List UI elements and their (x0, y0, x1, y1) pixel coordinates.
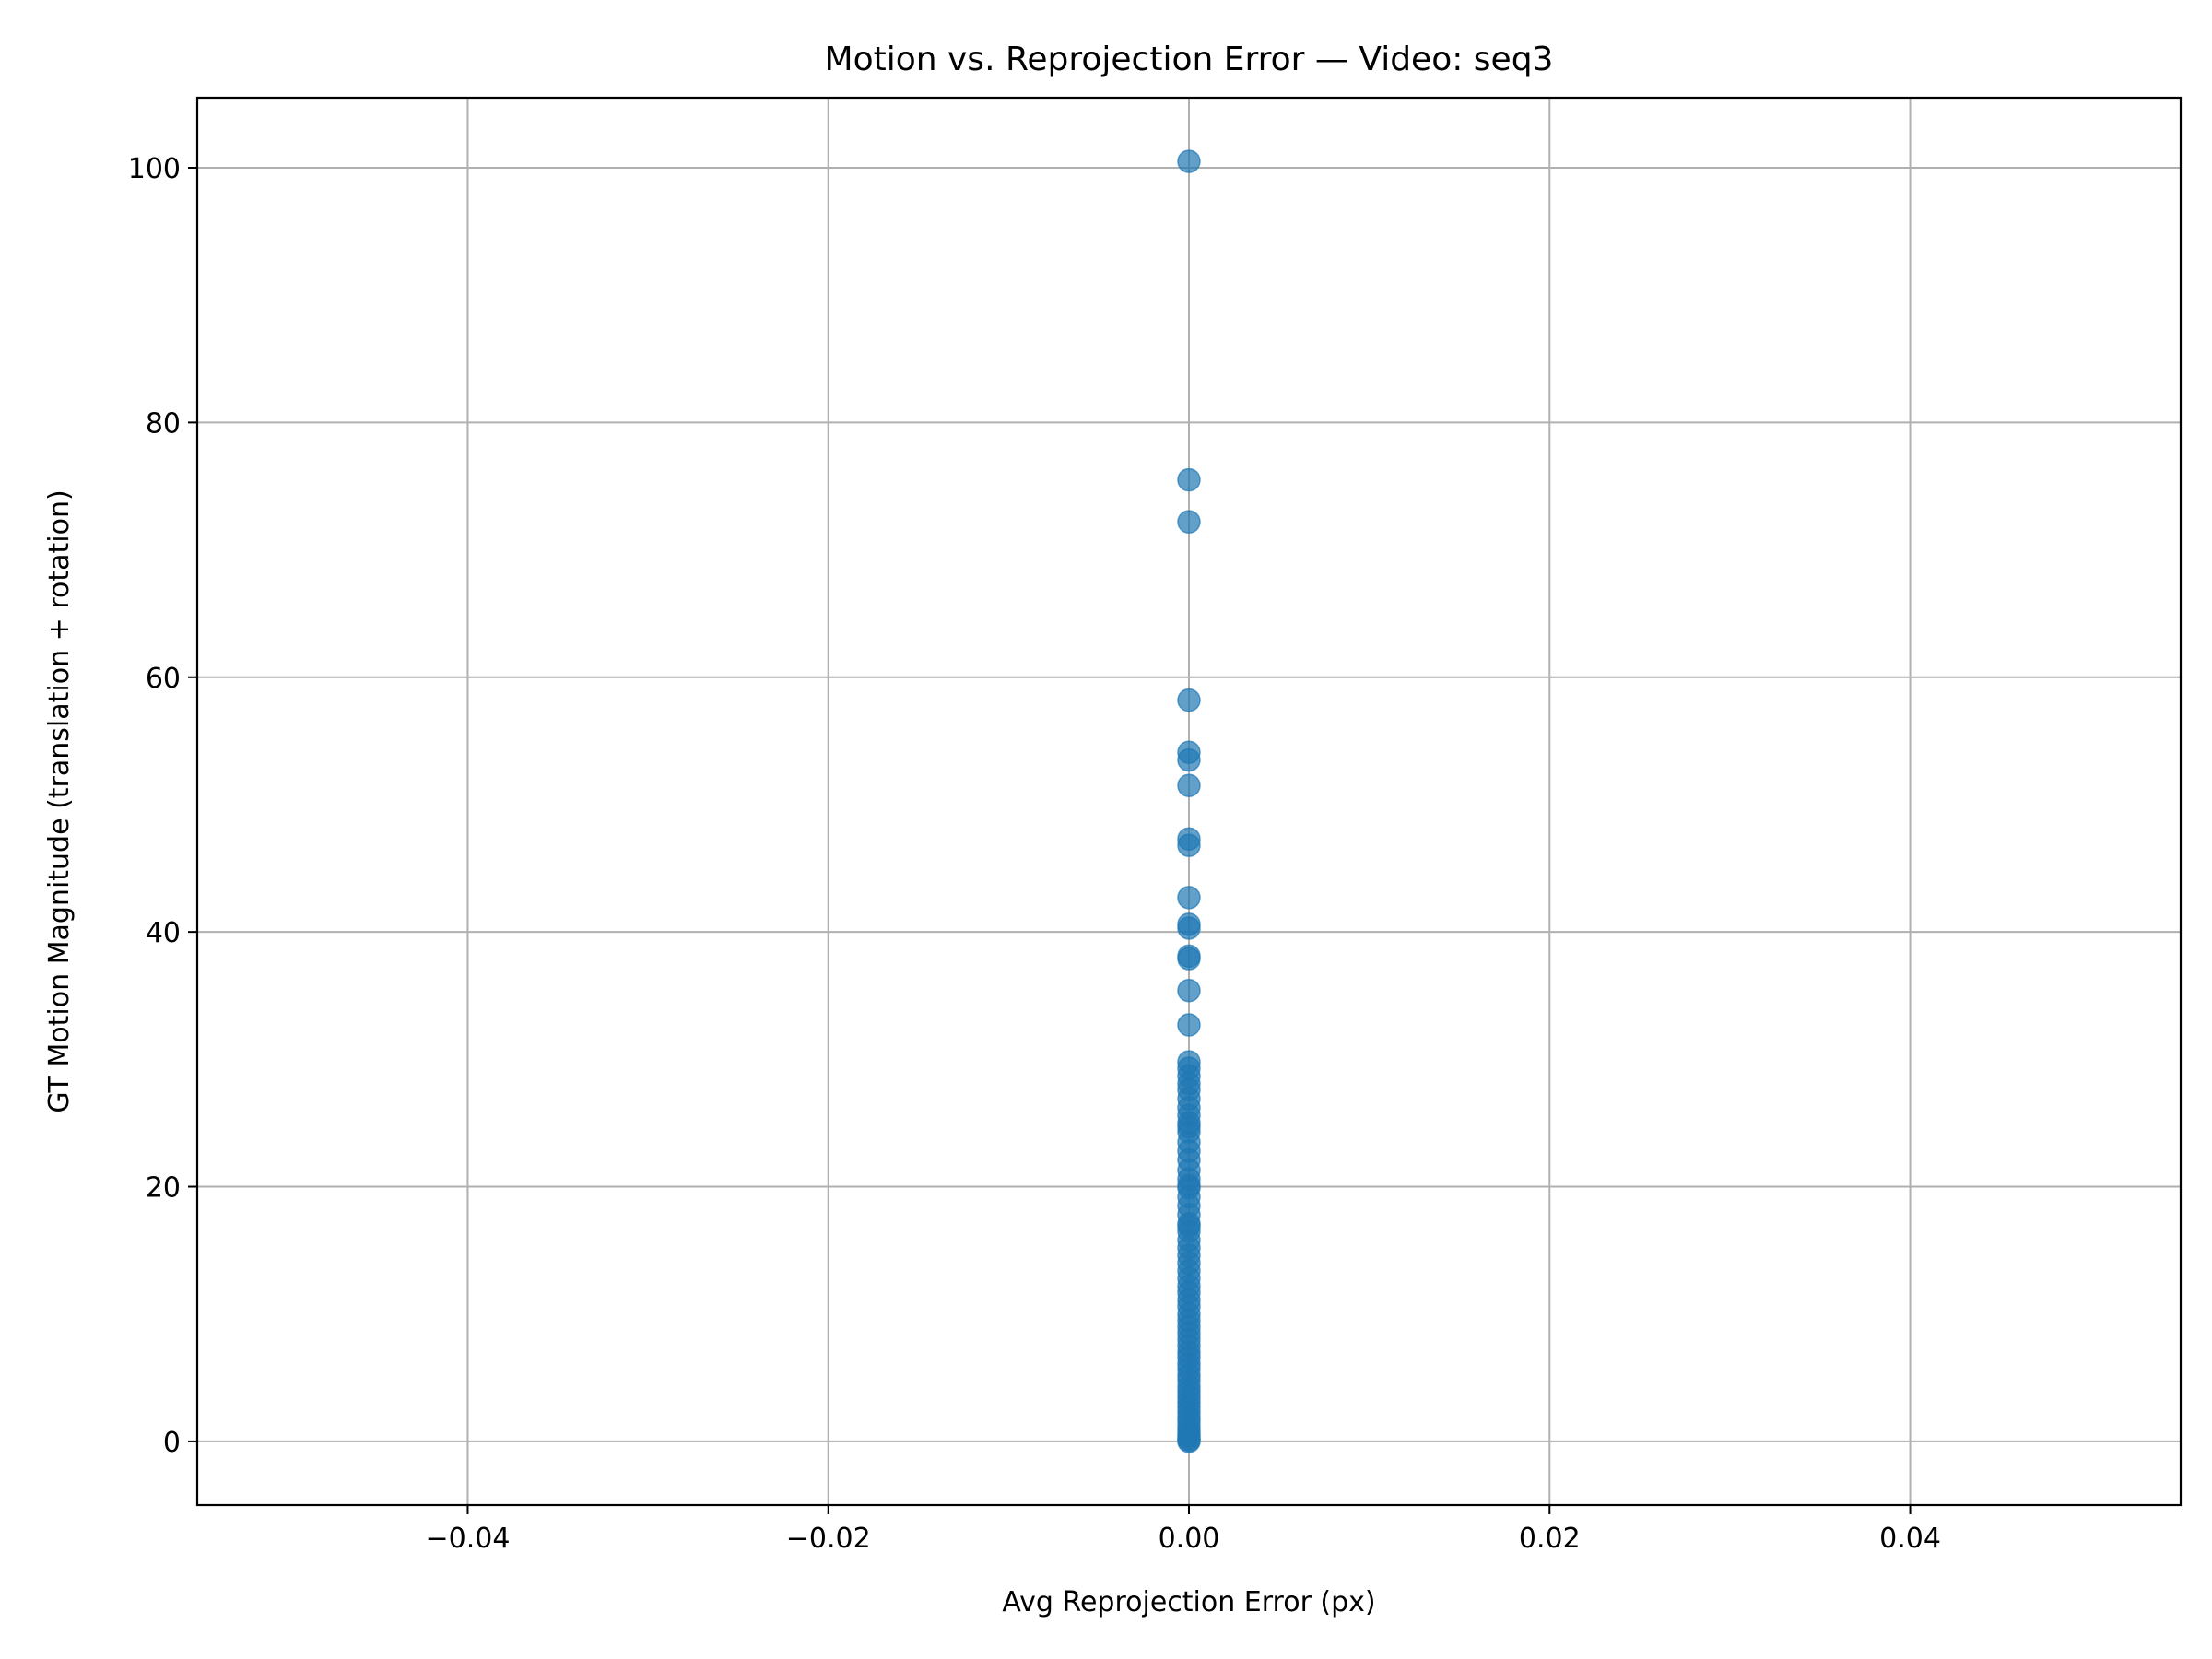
y-tick-label: 0 (163, 1427, 181, 1459)
scatter-point (1177, 1214, 1201, 1239)
data-points (1177, 149, 1201, 1453)
x-axis-label: Avg Reprojection Error (px) (1002, 1586, 1375, 1618)
x-tick-label: 0.04 (1879, 1523, 1941, 1555)
x-tick-label: −0.04 (425, 1523, 510, 1555)
scatter-point (1177, 773, 1201, 797)
y-tick-label: 80 (146, 407, 181, 440)
scatter-point (1177, 747, 1201, 772)
scatter-point (1177, 510, 1201, 534)
scatter-point (1177, 886, 1201, 910)
scatter-point (1177, 833, 1201, 857)
scatter-point (1177, 1013, 1201, 1037)
x-tick-label: 0.02 (1519, 1523, 1581, 1555)
scatter-point (1177, 1114, 1201, 1139)
scatter-point (1177, 149, 1201, 173)
y-tick-label: 40 (146, 917, 181, 949)
scatter-point (1177, 1173, 1201, 1197)
y-tick-label: 60 (146, 663, 181, 695)
scatter-point (1177, 1430, 1201, 1453)
scatter-point (1177, 978, 1201, 1003)
chart-title: Motion vs. Reprojection Error — Video: s… (825, 41, 1554, 78)
scatter-point (1177, 467, 1201, 492)
scatter-point (1177, 688, 1201, 712)
scatter-point (1177, 947, 1201, 971)
x-tick-label: −0.02 (786, 1523, 871, 1555)
scatter-point (1177, 916, 1201, 940)
x-axis-ticks: −0.04 −0.02 0.00 0.02 0.04 (425, 1505, 1941, 1555)
y-axis-ticks: 0 20 40 60 80 100 (128, 153, 197, 1459)
y-tick-label: 20 (146, 1172, 181, 1205)
x-tick-label: 0.00 (1159, 1523, 1220, 1555)
y-axis-label: GT Motion Magnitude (translation + rotat… (43, 489, 76, 1112)
y-tick-label: 100 (128, 153, 181, 185)
